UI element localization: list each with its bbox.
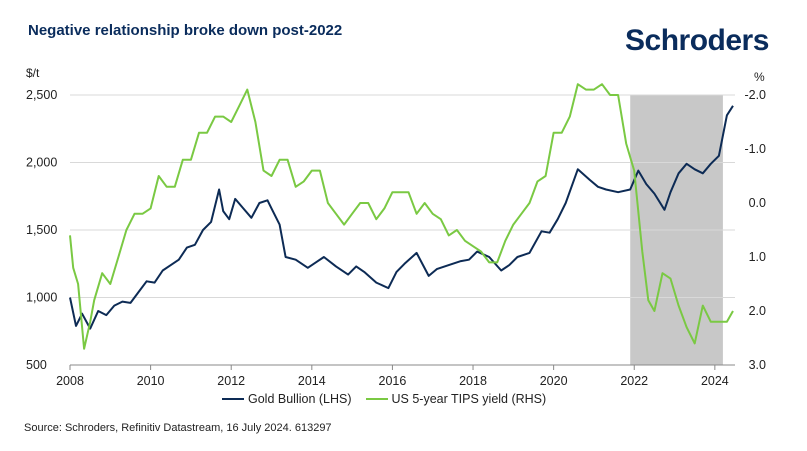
chart-legend: Gold Bullion (LHS) US 5-year TIPS yield … [222, 392, 546, 406]
source-note: Source: Schroders, Refinitiv Datastream,… [24, 422, 332, 434]
x-tick-label: 2022 [620, 374, 648, 388]
left-tick-label: 1,000 [26, 291, 57, 305]
x-tick-label: 2016 [379, 374, 407, 388]
gold-bullion-line [69, 105, 734, 330]
right-tick-label: -1.0 [744, 142, 766, 156]
x-tick-label: 2024 [701, 374, 729, 388]
left-tick-label: 500 [26, 358, 47, 372]
right-tick-label: 0.0 [749, 196, 766, 210]
schroders-logo: Schroders [625, 24, 769, 57]
x-tick-label: 2010 [137, 374, 165, 388]
right-tick-label: 2.0 [749, 304, 766, 318]
x-tick-label: 2018 [459, 374, 487, 388]
left-axis-unit: $/t [26, 66, 40, 80]
legend-label-gold: Gold Bullion (LHS) [248, 392, 352, 406]
right-tick-label: -2.0 [744, 88, 766, 102]
x-tick-label: 2012 [217, 374, 245, 388]
left-tick-label: 1,500 [26, 223, 57, 237]
legend-swatch-tips [365, 398, 388, 400]
left-tick-label: 2,000 [26, 156, 57, 170]
tips-yield-line [69, 83, 734, 350]
legend-label-tips: US 5-year TIPS yield (RHS) [391, 392, 547, 406]
right-axis-unit: % [754, 70, 765, 84]
left-tick-label: 2,500 [26, 88, 57, 102]
right-tick-label: 3.0 [749, 358, 766, 372]
legend-item-gold: Gold Bullion (LHS) [222, 392, 352, 406]
x-tick-label: 2008 [56, 374, 84, 388]
x-tick-label: 2014 [298, 374, 326, 388]
x-tick-label: 2020 [540, 374, 568, 388]
legend-swatch-gold [222, 398, 244, 400]
chart-title: Negative relationship broke down post-20… [28, 22, 343, 39]
legend-item-tips: US 5-year TIPS yield (RHS) [365, 392, 547, 406]
right-tick-label: 1.0 [749, 250, 766, 264]
